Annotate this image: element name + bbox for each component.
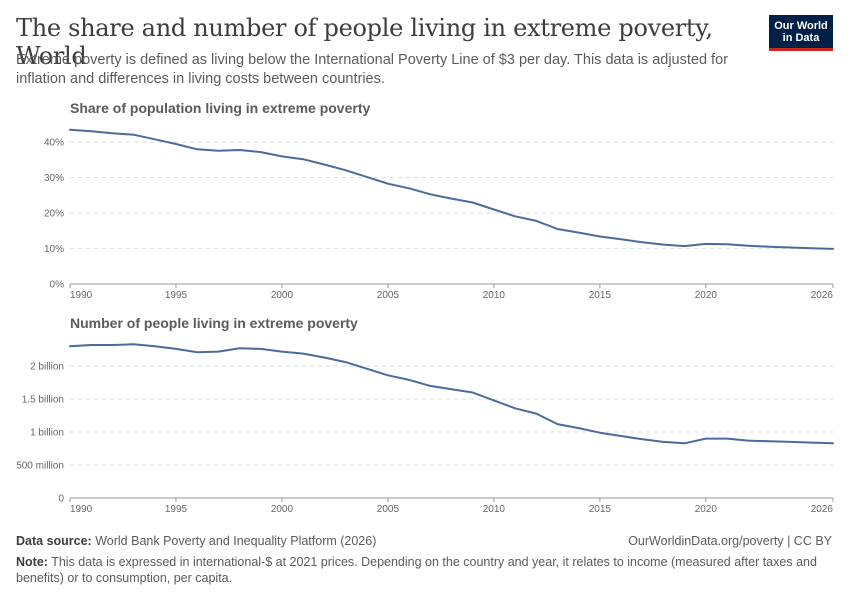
share-x-tick-label: 2020 — [695, 290, 718, 301]
share-x-tick-label: 2010 — [483, 290, 506, 301]
number-panel-title: Number of people living in extreme pover… — [70, 315, 358, 331]
share-series-line — [69, 128, 834, 250]
number-x-tick-label: 2020 — [695, 504, 718, 515]
number-y-tick-label: 1.5 billion — [22, 395, 64, 406]
note-text: This data is expressed in international-… — [16, 555, 817, 585]
chart-subtitle: Extreme poverty is defined as living bel… — [16, 52, 728, 87]
note-label: Note: — [16, 555, 48, 569]
number-series-line — [69, 343, 834, 445]
share-panel-title: Share of population living in extreme po… — [70, 100, 370, 116]
share-y-tick-label: 30% — [44, 173, 64, 184]
share-y-tick-label: 0% — [50, 280, 65, 291]
charts-area: Share of population living in extreme po… — [16, 100, 834, 515]
share-x-tick-label: 2005 — [377, 290, 400, 301]
number-x-tick-label: 1995 — [165, 504, 188, 515]
share-x-tick-label: 1995 — [165, 290, 188, 301]
number-y-tick-label: 0 — [58, 494, 64, 505]
number-x-tick-label: 2015 — [589, 504, 612, 515]
number-x-tick-label: 2005 — [377, 504, 400, 515]
data-source: Data source: World Bank Poverty and Ineq… — [16, 534, 376, 548]
share-x-tick-label: 2015 — [589, 290, 612, 301]
source-url[interactable]: OurWorldinData.org/poverty | CC BY — [628, 534, 832, 548]
data-source-label: Data source: — [16, 534, 92, 548]
owid-logo[interactable]: Our World in Data — [769, 15, 833, 51]
number-x-tick-label: 2000 — [271, 504, 294, 515]
share-x-tick-label: 2000 — [271, 290, 294, 301]
number-x-tick-label: 1990 — [70, 504, 93, 515]
share-y-tick-label: 40% — [44, 138, 64, 149]
number-y-tick-label: 500 million — [16, 461, 64, 472]
share-x-tick-label: 2026 — [811, 290, 834, 301]
number-x-tick-label: 2010 — [483, 504, 506, 515]
share-y-tick-label: 10% — [44, 244, 64, 255]
share-y-tick-label: 20% — [44, 209, 64, 220]
number-y-tick-label: 1 billion — [30, 428, 64, 439]
logo-line-2: in Data — [782, 31, 820, 44]
footnote: Note: This data is expressed in internat… — [16, 554, 826, 586]
data-source-text: World Bank Poverty and Inequality Platfo… — [95, 534, 377, 548]
share-x-tick-label: 1990 — [70, 290, 93, 301]
logo-line-1: Our World — [774, 19, 828, 32]
number-y-tick-label: 2 billion — [30, 362, 64, 373]
number-x-tick-label: 2026 — [811, 504, 834, 515]
chart-title: The share and number of people living in… — [16, 14, 713, 70]
